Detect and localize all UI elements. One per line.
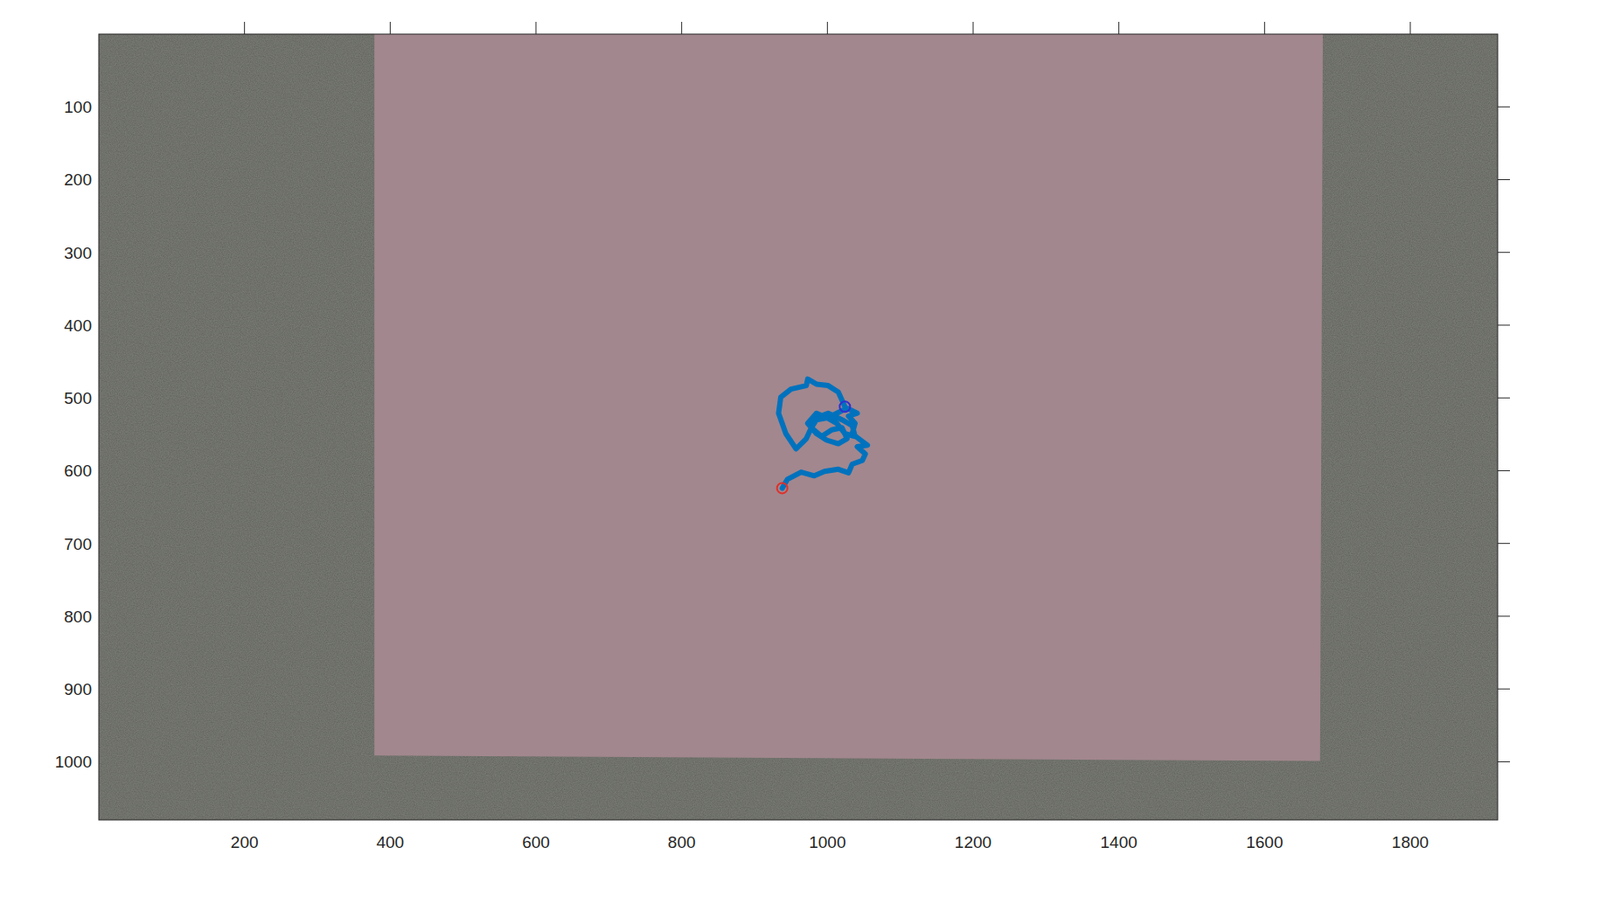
y-tick xyxy=(1497,106,1510,108)
carpet-texture xyxy=(98,34,1498,821)
y-tick xyxy=(1497,688,1510,690)
y-tick-label: 300 xyxy=(63,243,92,263)
y-tick-label: 500 xyxy=(63,389,92,408)
y-tick-label: 200 xyxy=(63,170,92,189)
y-tick xyxy=(1497,324,1510,326)
x-tick-label: 200 xyxy=(230,833,259,852)
x-tick xyxy=(1118,21,1120,35)
y-tick xyxy=(1497,542,1510,544)
y-tick xyxy=(1497,179,1510,181)
x-tick-label: 1200 xyxy=(954,833,992,852)
y-tick xyxy=(1497,470,1510,472)
y-tick-label: 1000 xyxy=(55,752,92,772)
y-tick xyxy=(1497,251,1510,253)
y-tick-label: 800 xyxy=(63,607,92,627)
plot-area xyxy=(777,379,869,494)
x-tick xyxy=(389,21,391,35)
paper xyxy=(374,34,1323,762)
y-tick-label: 600 xyxy=(63,461,92,480)
end-point xyxy=(839,401,850,412)
x-tick-label: 400 xyxy=(375,833,404,852)
y-tick-label: 700 xyxy=(63,535,92,554)
y-tick xyxy=(1497,761,1510,763)
axes-frame xyxy=(98,34,1498,821)
background-image xyxy=(98,34,1498,821)
x-tick-label: 1800 xyxy=(1391,833,1429,852)
x-tick xyxy=(827,21,828,35)
y-tick xyxy=(1497,615,1510,617)
x-tick xyxy=(535,21,537,35)
x-tick xyxy=(1264,21,1266,35)
x-tick-label: 800 xyxy=(667,833,696,852)
start-point xyxy=(777,482,788,494)
carpet xyxy=(98,34,1498,821)
figure: 200 400 600 800 1000 1200 1400 1600 1800 100 200 30… xyxy=(0,0,1600,910)
trajectory xyxy=(779,379,869,489)
x-tick-label: 1400 xyxy=(1100,833,1138,852)
x-tick xyxy=(1410,21,1412,35)
x-tick xyxy=(243,21,245,35)
x-tick-label: 1600 xyxy=(1245,833,1283,852)
x-tick-label: 1000 xyxy=(808,833,846,852)
y-tick xyxy=(1497,397,1510,399)
y-tick-label: 900 xyxy=(63,680,92,699)
y-tick-label: 100 xyxy=(63,97,92,117)
x-tick-label: 600 xyxy=(521,833,550,852)
x-tick xyxy=(681,21,682,35)
x-tick xyxy=(973,21,974,35)
y-tick-label: 400 xyxy=(63,316,92,335)
